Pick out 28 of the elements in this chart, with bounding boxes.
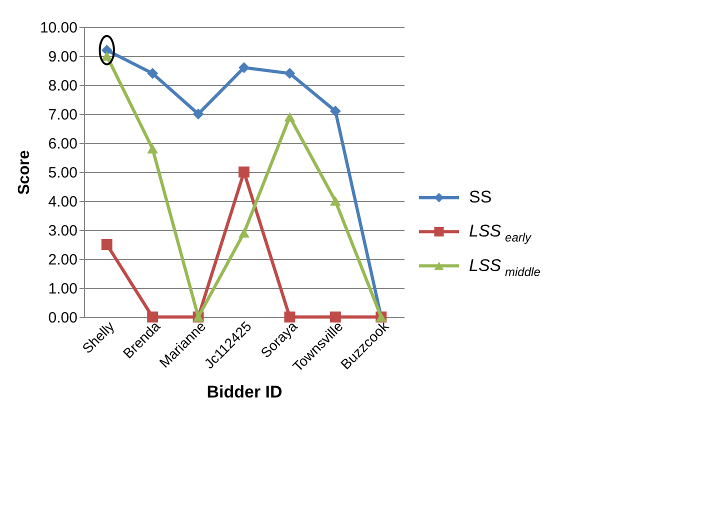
y-tick-label: 9.00 <box>48 48 78 66</box>
y-tick-label: 2.00 <box>48 252 78 268</box>
point <box>284 312 296 322</box>
point <box>192 108 204 120</box>
y-tick-label: 0.00 <box>48 310 78 326</box>
point <box>330 196 341 206</box>
legend-label: SS <box>469 188 492 207</box>
point <box>284 112 296 122</box>
point <box>147 68 158 79</box>
y-tick-label: 7.00 <box>48 106 78 124</box>
point <box>238 166 250 178</box>
point <box>101 239 112 250</box>
y-tick-label: 10.00 <box>40 20 78 36</box>
y-tick-label: 4.00 <box>48 194 78 210</box>
y-axis-title: Score <box>16 150 33 195</box>
point <box>330 106 341 117</box>
point <box>147 144 158 154</box>
point <box>147 312 158 322</box>
point <box>284 68 296 79</box>
y-tick-label: 3.00 <box>48 222 78 240</box>
x-axis-title: Bidder ID <box>206 382 282 402</box>
y-tick-label: 8.00 <box>48 78 78 94</box>
point <box>238 228 250 238</box>
point <box>238 62 250 74</box>
point <box>330 312 341 322</box>
y-tick-label: 1.00 <box>48 280 78 298</box>
y-tick-label: 5.00 <box>48 164 78 182</box>
y-tick-label: 6.00 <box>48 136 78 152</box>
